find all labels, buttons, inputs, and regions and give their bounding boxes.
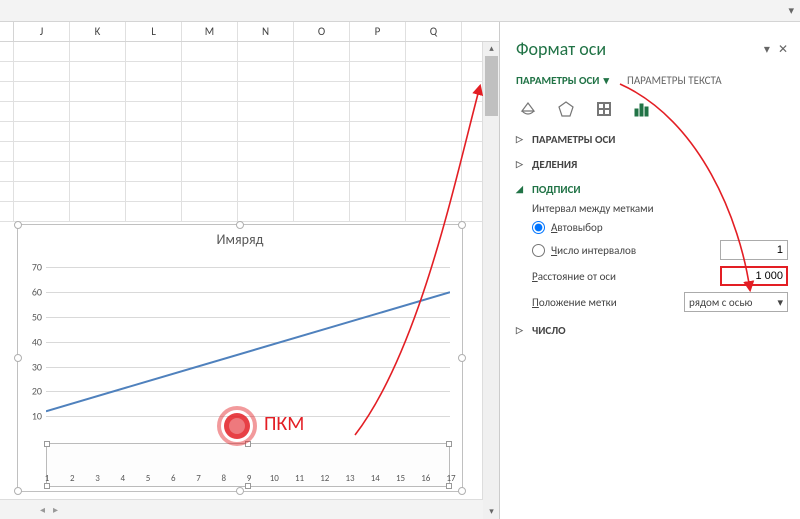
section-labels: ◢ ПОДПИСИ Интервал между метками Автовыбо… — [516, 183, 788, 312]
x-tick-label: 6 — [171, 473, 176, 484]
section-label: ЧИСЛО — [532, 324, 566, 337]
col-header[interactable]: L — [126, 22, 182, 41]
size-icon[interactable] — [592, 97, 616, 121]
tab-text-options[interactable]: ПАРАМЕТРЫ ТЕКСТА — [627, 74, 722, 87]
right-click-label: ПКМ — [264, 412, 304, 436]
x-tick-label: 14 — [371, 473, 380, 484]
tab-axis-options[interactable]: ПАРАМЕТРЫ ОСИ ▾ — [516, 74, 609, 87]
tab-label: ПАРАМЕТРЫ ОСИ — [516, 74, 599, 87]
x-tick-label: 17 — [446, 473, 455, 484]
chevron-right-icon: ▷ — [516, 325, 526, 336]
y-tick-label: 40 — [22, 335, 42, 348]
pane-category-icons — [516, 97, 788, 121]
y-tick-label: 10 — [22, 410, 42, 423]
chevron-right-icon: ▷ — [516, 134, 526, 145]
interval-count-input[interactable] — [720, 240, 788, 260]
col-header[interactable]: K — [70, 22, 126, 41]
y-tick-label: 20 — [22, 385, 42, 398]
col-header[interactable]: P — [350, 22, 406, 41]
section-label: ПАРАМЕТРЫ ОСИ — [532, 133, 615, 146]
section-label: ДЕЛЕНИЯ — [532, 158, 577, 171]
chart-title[interactable]: Имяряд — [18, 231, 462, 248]
interval-caption: Интервал между метками — [532, 202, 788, 215]
y-tick-label: 60 — [22, 286, 42, 299]
x-tick-label: 16 — [421, 473, 430, 484]
chart-object[interactable]: Имяряд 10203040506070 123456789101112131… — [17, 224, 463, 492]
x-tick-label: 10 — [270, 473, 279, 484]
radio-auto-input[interactable] — [532, 221, 545, 234]
label-position-select[interactable]: рядом с осью ▾ — [684, 292, 788, 312]
radio-count-label: Число интервалов — [551, 244, 636, 257]
y-tick-label: 30 — [22, 360, 42, 373]
sheet-nav-next-icon[interactable]: ▸ — [53, 503, 58, 516]
scroll-up-icon[interactable]: ▴ — [483, 42, 500, 56]
col-header-gutter — [0, 22, 14, 41]
section-number: ▷ ЧИСЛО — [516, 324, 788, 337]
x-tick-label: 9 — [247, 473, 252, 484]
col-header[interactable]: N — [238, 22, 294, 41]
section-header-number[interactable]: ▷ ЧИСЛО — [516, 324, 788, 337]
col-header[interactable]: M — [182, 22, 238, 41]
pane-tabs: ПАРАМЕТРЫ ОСИ ▾ ПАРАМЕТРЫ ТЕКСТА — [516, 74, 788, 87]
section-label: ПОДПИСИ — [532, 183, 581, 196]
format-axis-pane: Формат оси ▾ ✕ ПАРАМЕТРЫ ОСИ ▾ ПАРАМЕТРЫ… — [500, 22, 800, 519]
vertical-scrollbar[interactable]: ▴ ▾ — [482, 42, 499, 519]
effects-icon[interactable] — [554, 97, 578, 121]
section-axis-params: ▷ ПАРАМЕТРЫ ОСИ — [516, 133, 788, 146]
sheet-tab-bar[interactable]: ◂ ▸ — [0, 499, 483, 519]
label-position-label: Положение метки — [532, 296, 617, 309]
x-tick-label: 7 — [196, 473, 201, 484]
pane-menu-icon[interactable]: ▾ — [764, 42, 770, 57]
sheet-nav-prev-icon[interactable]: ◂ — [40, 503, 45, 516]
pane-title: Формат оси — [516, 38, 606, 60]
section-header-axis-params[interactable]: ▷ ПАРАМЕТРЫ ОСИ — [516, 133, 788, 146]
pane-close-icon[interactable]: ✕ — [778, 42, 788, 57]
main-area: J K L M N O P Q ▴ ▾ — [0, 22, 800, 519]
x-tick-label: 11 — [295, 473, 304, 484]
scroll-thumb[interactable] — [485, 56, 498, 116]
section-header-labels[interactable]: ◢ ПОДПИСИ — [516, 183, 788, 196]
col-header[interactable]: O — [294, 22, 350, 41]
x-tick-label: 12 — [320, 473, 329, 484]
axis-chart-icon[interactable] — [630, 97, 654, 121]
section-header-ticks[interactable]: ▷ ДЕЛЕНИЯ — [516, 158, 788, 171]
radio-auto-label: Автовыбор — [551, 221, 603, 234]
radio-count-input[interactable] — [532, 244, 545, 257]
x-tick-label: 3 — [95, 473, 100, 484]
chevron-down-icon: ▾ — [603, 74, 609, 87]
x-tick-label: 13 — [345, 473, 354, 484]
x-tick-label: 5 — [146, 473, 151, 484]
chevron-down-icon: ▾ — [777, 296, 783, 309]
y-tick-label: 50 — [22, 311, 42, 324]
x-tick-label: 2 — [70, 473, 75, 484]
column-headers: J K L M N O P Q — [0, 22, 499, 42]
section-body-labels: Интервал между метками Автовыбор Число и… — [516, 196, 788, 312]
distance-from-axis-input[interactable] — [720, 266, 788, 286]
radio-auto[interactable]: Автовыбор — [532, 221, 788, 234]
x-tick-label: 4 — [120, 473, 125, 484]
fill-icon[interactable] — [516, 97, 540, 121]
y-tick-label: 70 — [22, 261, 42, 274]
right-click-marker-icon — [217, 406, 257, 446]
ribbon-strip: ▾ — [0, 0, 800, 22]
x-tick-label: 8 — [221, 473, 226, 484]
chevron-right-icon: ▷ — [516, 159, 526, 170]
scroll-down-icon[interactable]: ▾ — [483, 505, 500, 519]
col-header[interactable]: Q — [406, 22, 462, 41]
section-ticks: ▷ ДЕЛЕНИЯ — [516, 158, 788, 171]
distance-label: Расстояние от оси — [532, 270, 616, 283]
radio-count[interactable]: Число интервалов — [532, 244, 636, 257]
chevron-down-icon: ◢ — [516, 184, 526, 195]
chart-x-axis[interactable]: 1234567891011121314151617 — [46, 443, 450, 487]
x-tick-label: 15 — [396, 473, 405, 484]
select-value: рядом с осью — [689, 296, 752, 309]
x-tick-label: 1 — [45, 473, 50, 484]
col-header[interactable]: J — [14, 22, 70, 41]
ribbon-dropdown-icon[interactable]: ▾ — [788, 4, 794, 17]
